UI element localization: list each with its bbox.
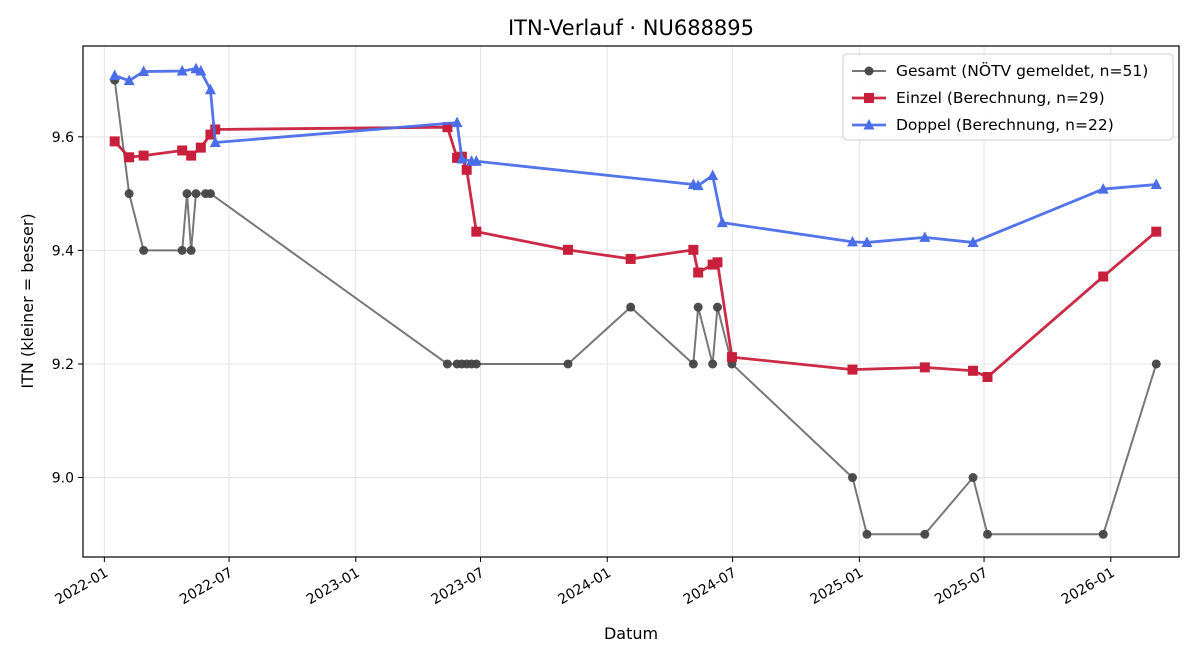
data-point bbox=[471, 359, 481, 369]
data-point bbox=[862, 529, 872, 539]
data-point bbox=[982, 372, 993, 383]
data-point bbox=[442, 122, 453, 133]
legend-label: Einzel (Berechnung, n=29) bbox=[896, 89, 1105, 107]
data-point bbox=[195, 64, 207, 76]
data-point bbox=[205, 189, 215, 199]
series-square bbox=[109, 122, 1162, 383]
data-point bbox=[1098, 271, 1109, 282]
legend-label: Gesamt (NÖTV gemeldet, n=51) bbox=[896, 61, 1148, 80]
data-point bbox=[920, 529, 930, 539]
data-point bbox=[847, 473, 857, 483]
data-point bbox=[209, 136, 221, 148]
data-point bbox=[846, 235, 858, 247]
data-point bbox=[186, 245, 196, 255]
data-point bbox=[919, 231, 931, 242]
legend-swatch-marker bbox=[864, 93, 874, 103]
data-point bbox=[177, 245, 187, 255]
data-point bbox=[968, 473, 978, 483]
x-axis-label: Datum bbox=[604, 624, 658, 643]
data-point bbox=[124, 189, 134, 199]
data-point bbox=[967, 236, 979, 247]
data-point bbox=[109, 69, 121, 81]
x-tick-label: 2024-07 bbox=[681, 565, 740, 608]
data-point bbox=[123, 74, 135, 86]
legend-label: Doppel (Berechnung, n=22) bbox=[896, 116, 1114, 134]
data-point bbox=[693, 302, 703, 312]
y-tick-label: 9.2 bbox=[52, 357, 74, 373]
data-point bbox=[109, 136, 120, 147]
data-point bbox=[1151, 359, 1161, 369]
data-point bbox=[182, 189, 192, 199]
data-point bbox=[692, 179, 704, 191]
data-point bbox=[471, 226, 482, 237]
x-tick-label: 2023-07 bbox=[429, 565, 488, 608]
data-point bbox=[707, 169, 719, 180]
data-point bbox=[461, 164, 472, 175]
x-tick-label: 2024-01 bbox=[555, 565, 614, 608]
data-point bbox=[688, 359, 698, 369]
data-point bbox=[1150, 178, 1162, 190]
data-point bbox=[847, 364, 858, 375]
data-point bbox=[688, 244, 699, 255]
y-axis-label: ITN (kleiner = besser) bbox=[18, 213, 37, 388]
x-axis-ticks: 2022-01 2022-07 2023-01 2023-07 2024-01 2024-… bbox=[52, 557, 1118, 608]
data-point bbox=[177, 145, 188, 156]
data-point bbox=[186, 150, 197, 161]
data-point bbox=[562, 244, 573, 255]
series-triangle bbox=[109, 62, 1162, 247]
data-point bbox=[176, 64, 188, 76]
data-point bbox=[138, 150, 149, 161]
x-tick-label: 2022-07 bbox=[177, 565, 236, 608]
series-layer bbox=[109, 62, 1162, 539]
data-point bbox=[708, 359, 718, 369]
y-tick-label: 9.6 bbox=[52, 130, 74, 146]
y-tick-label: 9.0 bbox=[52, 471, 74, 487]
data-point bbox=[205, 129, 216, 140]
x-tick-label: 2026-01 bbox=[1059, 565, 1118, 608]
data-point bbox=[626, 302, 636, 312]
legend-box bbox=[842, 53, 1174, 141]
data-point bbox=[470, 155, 482, 166]
data-point bbox=[712, 302, 722, 312]
legend: Gesamt (NÖTV gemeldet, n=51) Einzel (Bere… bbox=[842, 53, 1174, 141]
x-tick-label: 2022-01 bbox=[52, 565, 111, 608]
data-point bbox=[693, 267, 704, 278]
data-point bbox=[625, 253, 636, 264]
data-point bbox=[919, 362, 930, 373]
data-point bbox=[726, 352, 737, 363]
data-point bbox=[716, 216, 728, 228]
y-tick-label: 9.4 bbox=[52, 243, 74, 259]
data-point bbox=[982, 529, 992, 539]
data-point bbox=[191, 189, 201, 199]
legend-swatch-marker bbox=[863, 119, 875, 130]
data-point bbox=[138, 65, 150, 77]
data-point bbox=[968, 365, 979, 376]
chart-title: ITN-Verlauf · NU688895 bbox=[508, 16, 754, 40]
data-point bbox=[195, 142, 206, 153]
data-point bbox=[712, 257, 723, 268]
legend-swatch-marker bbox=[864, 66, 874, 76]
series-line bbox=[113, 125, 1158, 379]
data-point bbox=[861, 236, 873, 247]
series-circle bbox=[110, 75, 1161, 539]
data-point bbox=[139, 245, 149, 255]
data-point bbox=[451, 116, 463, 128]
data-point bbox=[204, 83, 216, 95]
data-point bbox=[456, 152, 468, 164]
data-point bbox=[1098, 529, 1108, 539]
y-axis-ticks: 9.0 9.2 9.4 9.6 bbox=[52, 130, 83, 487]
x-tick-label: 2025-07 bbox=[932, 565, 991, 608]
plot-frame bbox=[82, 45, 1180, 558]
x-tick-label: 2023-01 bbox=[304, 565, 363, 608]
data-point bbox=[1151, 226, 1162, 237]
data-point bbox=[124, 152, 135, 163]
series-line bbox=[113, 79, 1158, 536]
data-point bbox=[1097, 183, 1109, 194]
data-point bbox=[563, 359, 573, 369]
data-point bbox=[442, 359, 452, 369]
x-tick-label: 2025-01 bbox=[807, 565, 866, 608]
